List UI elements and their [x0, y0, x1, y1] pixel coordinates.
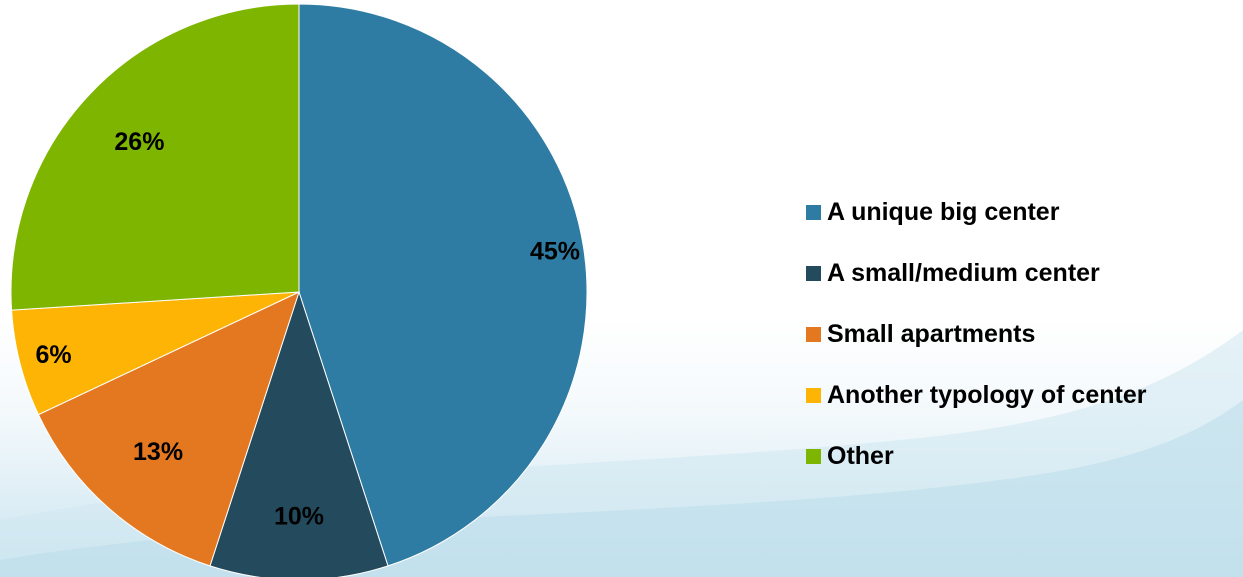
legend-swatch [806, 326, 821, 342]
legend-swatch [806, 448, 821, 464]
legend-label: A unique big center [827, 197, 1060, 226]
pie-slice-small-apartments [37, 291, 300, 567]
slice-label: 13% [133, 438, 183, 466]
legend-label: Small apartments [827, 319, 1036, 348]
legend-swatch [806, 204, 821, 220]
slice-label: 10% [274, 503, 324, 531]
legend-item: A unique big center [806, 193, 1146, 231]
slice-label: 6% [35, 341, 71, 369]
legend-item: A small/medium center [806, 254, 1146, 292]
legend-item: Other [806, 437, 1146, 475]
slice-label: 45% [530, 237, 580, 265]
legend-item: Small apartments [806, 315, 1146, 353]
legend-item: Another typology of center [806, 376, 1146, 414]
pie-slice-other [10, 3, 300, 311]
legend: A unique big center A small/medium cente… [806, 193, 1146, 498]
legend-label: A small/medium center [827, 258, 1100, 287]
pie-slice-unique-big-center [298, 3, 588, 567]
slice-label: 26% [114, 128, 164, 156]
legend-swatch [806, 265, 821, 281]
legend-label: Other [827, 441, 894, 470]
legend-label: Another typology of center [827, 380, 1147, 409]
pie-slice-small-medium-center [209, 290, 389, 577]
legend-swatch [806, 387, 821, 403]
